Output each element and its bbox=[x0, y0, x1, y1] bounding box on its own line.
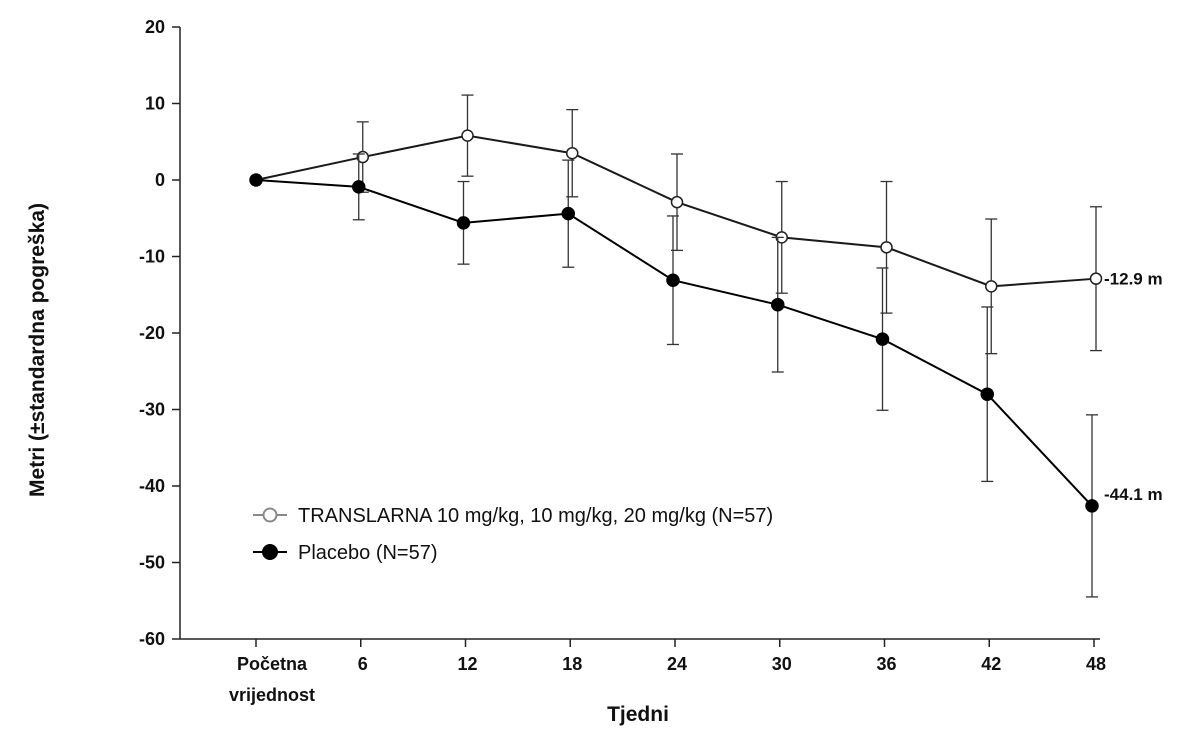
data-point bbox=[670, 195, 684, 209]
y-tick-label: -20 bbox=[139, 323, 165, 343]
x-ticks: Početna vrijednost 6 12 18 24 30 36 42 48 bbox=[229, 639, 1106, 705]
data-point bbox=[566, 146, 579, 160]
y-tick-label: 20 bbox=[145, 17, 165, 37]
data-point bbox=[771, 297, 785, 312]
x-tick-label: 42 bbox=[981, 654, 1001, 674]
x-tick-label: 12 bbox=[457, 654, 477, 674]
y-tick-label: 10 bbox=[145, 94, 165, 114]
legend-marker bbox=[262, 544, 278, 560]
series-line bbox=[255, 179, 1093, 507]
end-label: -44.1 m bbox=[1104, 485, 1163, 504]
x-tick-label: 24 bbox=[667, 654, 687, 674]
y-tick-label: -40 bbox=[139, 476, 165, 496]
data-point bbox=[875, 332, 890, 346]
x-tick-label: 6 bbox=[358, 654, 368, 674]
y-axis-title: Metri (±standardna pogreška) bbox=[26, 203, 49, 497]
y-tick-label: -60 bbox=[139, 629, 165, 649]
legend-marker bbox=[262, 507, 278, 523]
data-point bbox=[461, 129, 474, 142]
x-tick-label: 36 bbox=[876, 654, 896, 674]
series-line bbox=[255, 134, 1097, 288]
x-tick-label: vrijednost bbox=[229, 685, 315, 705]
x-axis-title: Tjedni bbox=[607, 703, 669, 726]
series-placebo: -44.1 m bbox=[249, 153, 1163, 598]
y-tick-label: -30 bbox=[139, 400, 165, 420]
data-point bbox=[666, 273, 680, 287]
x-tick-label: 48 bbox=[1086, 654, 1106, 674]
y-tick-label: -10 bbox=[139, 247, 165, 267]
data-point bbox=[1085, 499, 1099, 513]
y-axis: 20 10 0 -10 -20 -30 -40 -50 -60 bbox=[139, 17, 181, 649]
data-point bbox=[1089, 272, 1103, 285]
data-point bbox=[561, 206, 575, 221]
data-point bbox=[352, 180, 366, 194]
x-axis: Početna vrijednost 6 12 18 24 30 36 42 48 bbox=[180, 638, 1106, 705]
y-tick-label: 0 bbox=[155, 170, 165, 190]
y-tick-label: -50 bbox=[139, 553, 165, 573]
data-point bbox=[456, 216, 471, 230]
legend-entry: TRANSLARNA 10 mg/kg, 10 mg/kg, 20 mg/kg … bbox=[253, 505, 773, 527]
legend-label: Placebo (N=57) bbox=[298, 542, 438, 564]
data-point bbox=[985, 280, 998, 293]
x-tick-label: 30 bbox=[772, 654, 792, 674]
x-tick-label: 18 bbox=[562, 654, 582, 674]
end-label: -12.9 m bbox=[1104, 270, 1163, 289]
plot-area: -12.9 m -44.1 m bbox=[249, 94, 1163, 598]
legend-entry: Placebo (N=57) bbox=[253, 542, 438, 564]
data-point bbox=[249, 173, 263, 187]
data-point bbox=[880, 241, 893, 254]
data-point bbox=[980, 387, 994, 401]
series-translarna: -12.9 m bbox=[249, 94, 1163, 355]
x-tick-label: Početna bbox=[237, 654, 308, 674]
y-ticks: 20 10 0 -10 -20 -30 -40 -50 -60 bbox=[139, 17, 180, 649]
legend-label: TRANSLARNA 10 mg/kg, 10 mg/kg, 20 mg/kg … bbox=[298, 505, 773, 527]
legend: TRANSLARNA 10 mg/kg, 10 mg/kg, 20 mg/kg … bbox=[253, 505, 773, 564]
